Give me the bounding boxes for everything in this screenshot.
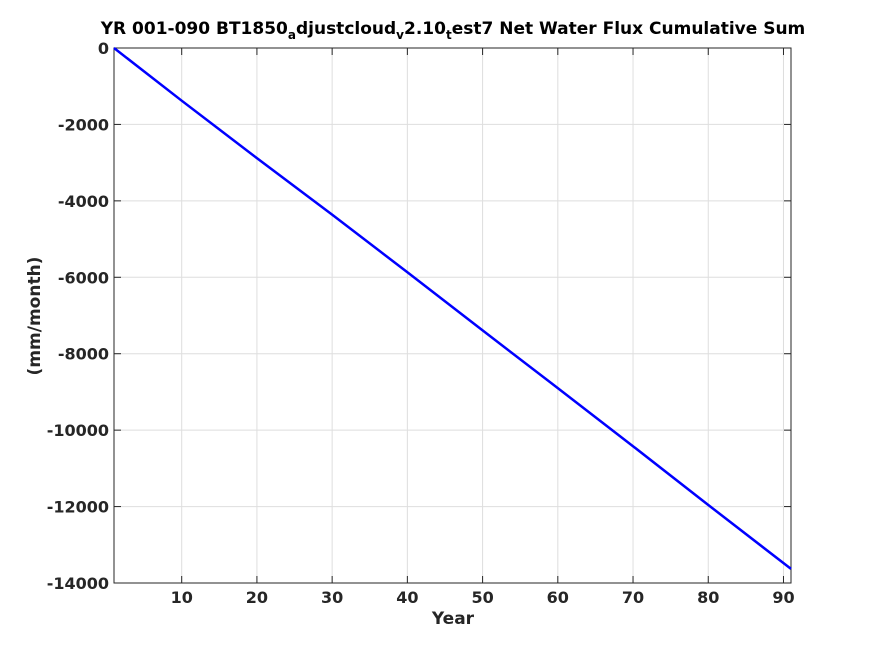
title-segment-6: est7 Net Water Flux Cumulative Sum: [452, 19, 806, 39]
series-line-0: [113, 47, 792, 570]
x-tick-label: 60: [547, 588, 569, 607]
y-tick-label: -4000: [58, 192, 109, 211]
y-axis: 0 -2000 -4000 -6000 -8000 -10000 -12000 -14000: [47, 39, 791, 593]
title-segment-4: 2.10: [404, 19, 446, 39]
y-tick-label: -12000: [47, 498, 109, 517]
title-segment-0: YR 001-090 BT1850: [100, 19, 288, 39]
x-axis: 10 20 30 40 50 60 70 80 90: [171, 48, 795, 607]
title-segment-2: djustcloud: [296, 19, 396, 39]
y-axis-label: (mm/month): [25, 257, 45, 376]
title-segment-5: t: [446, 28, 452, 42]
x-tick-label: 10: [171, 588, 193, 607]
grid: [114, 47, 791, 584]
title-segment-1: a: [288, 28, 296, 42]
x-tick-label: 40: [396, 588, 418, 607]
x-tick-label: 50: [471, 588, 493, 607]
y-tick-label: -14000: [47, 574, 109, 593]
x-axis-label: Year: [431, 609, 475, 629]
plot-frame: [113, 47, 792, 584]
y-tick-label: 0: [98, 39, 109, 58]
y-tick-label: -6000: [58, 268, 109, 287]
chart-title: YR 001-090 BT1850adjustcloudv2.10test7 N…: [100, 19, 806, 42]
y-tick-label: -2000: [58, 115, 109, 134]
x-tick-label: 30: [321, 588, 343, 607]
x-tick-label: 70: [622, 588, 644, 607]
series-layer: [113, 47, 792, 570]
x-tick-label: 90: [772, 588, 794, 607]
y-tick-label: -8000: [58, 345, 109, 364]
x-tick-label: 80: [697, 588, 719, 607]
y-tick-label: -10000: [47, 421, 109, 440]
title-segment-3: v: [396, 28, 404, 42]
x-tick-label: 20: [246, 588, 268, 607]
